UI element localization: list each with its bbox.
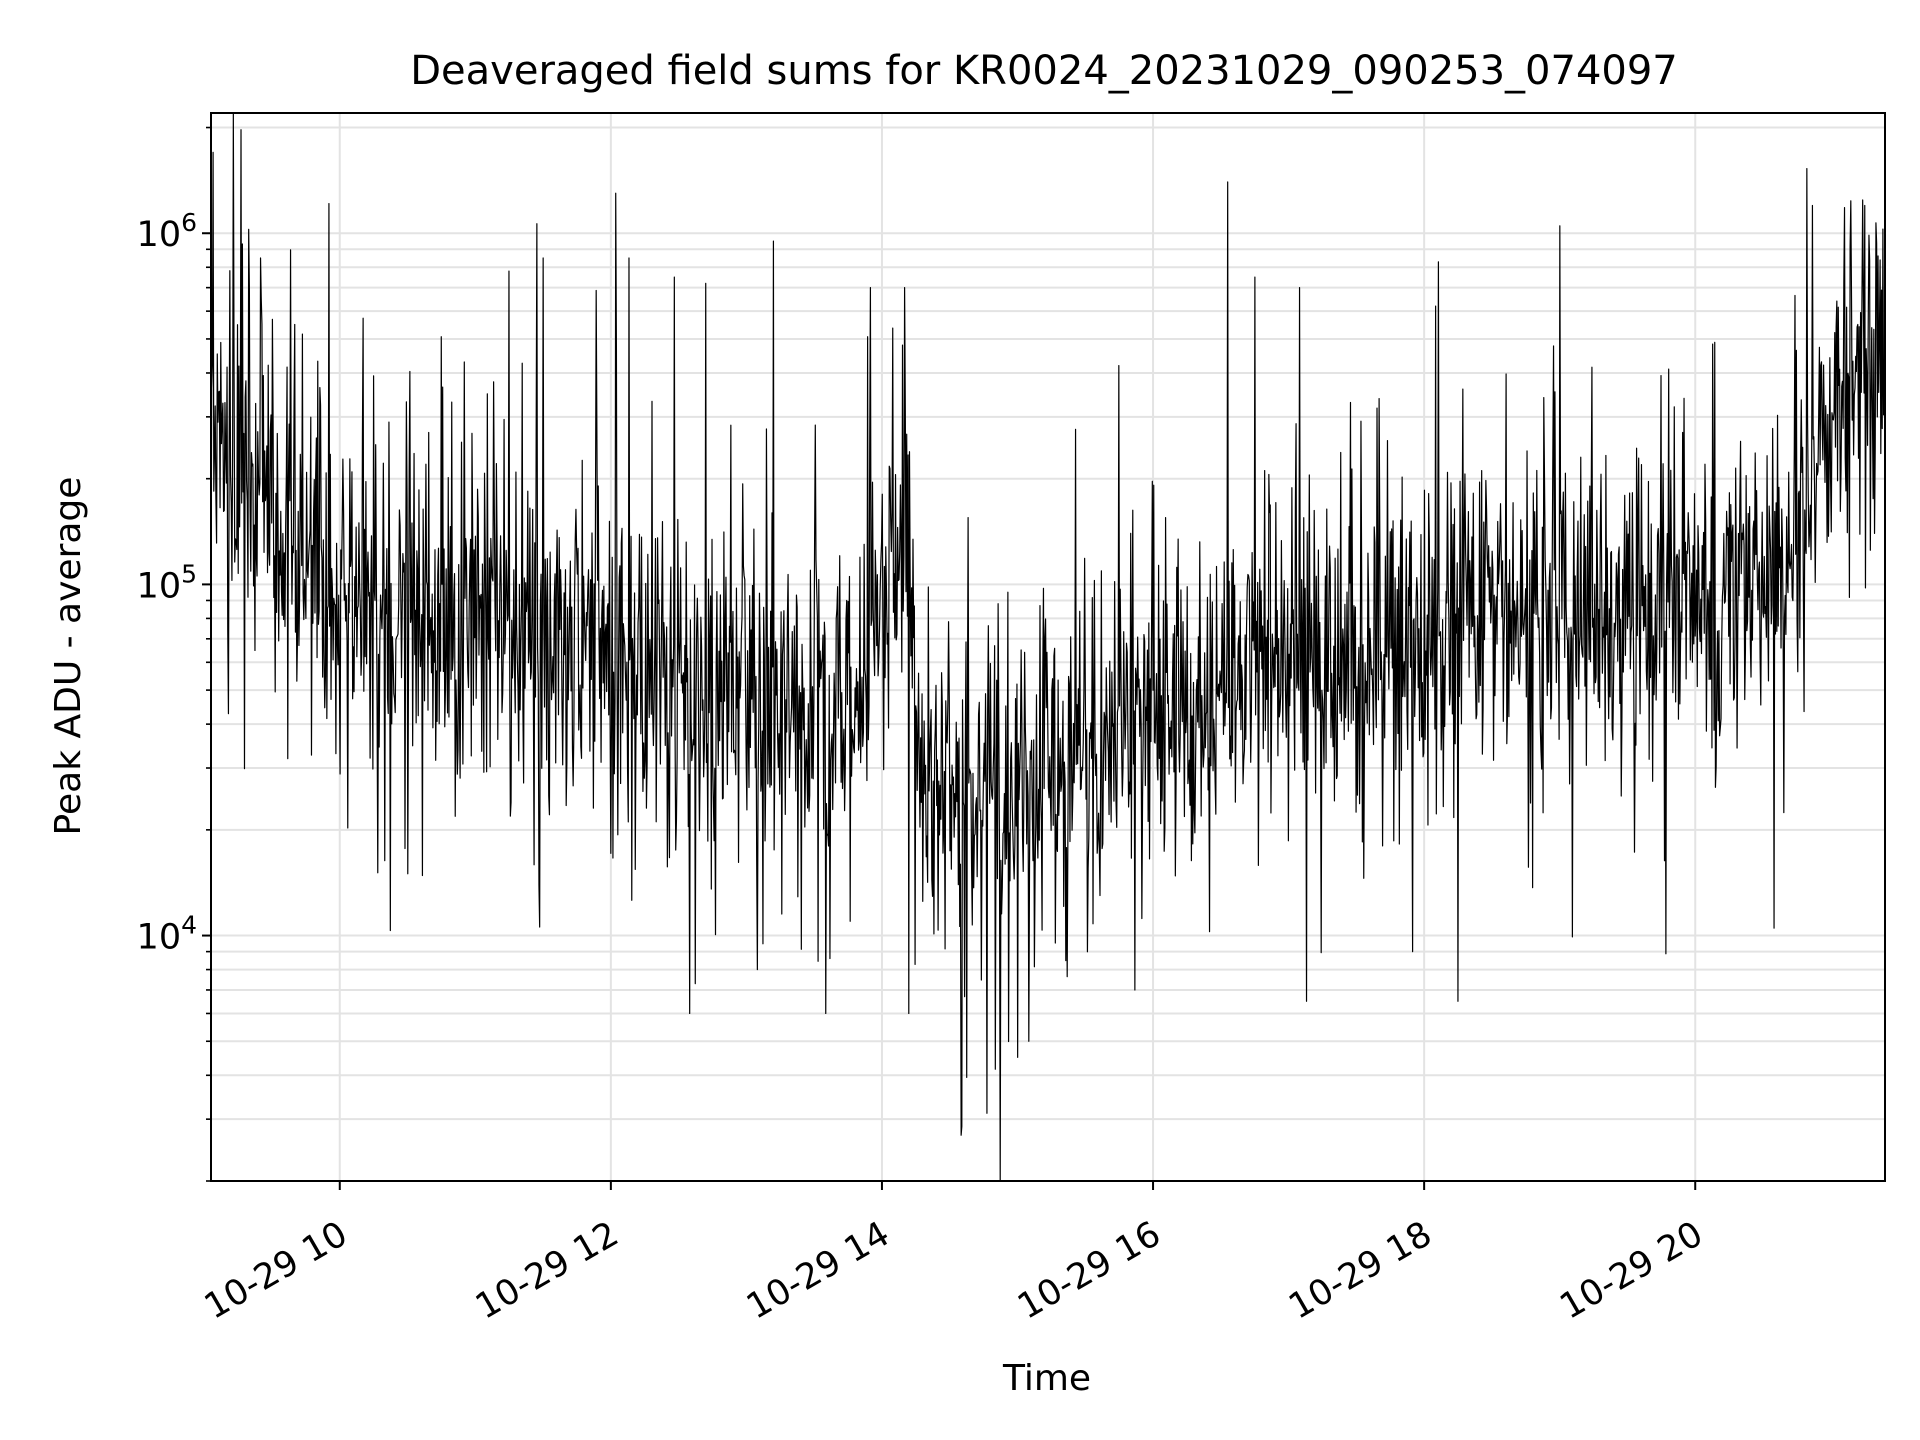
y-tick-label: 104 xyxy=(137,911,197,958)
series-line xyxy=(211,113,1885,1181)
plot-frame xyxy=(210,112,1886,1182)
y-tick-label: 106 xyxy=(137,208,197,255)
y-tick-label: 105 xyxy=(137,559,197,606)
x-axis-label: Time xyxy=(1002,1358,1091,1399)
y-axis-label: Peak ADU - average xyxy=(48,477,89,836)
y-axis-ticks: 104 105 106 xyxy=(137,126,211,1182)
series-layer xyxy=(211,113,1885,1181)
chart-title: Deaveraged field sums for KR0024_2023102… xyxy=(410,48,1678,94)
